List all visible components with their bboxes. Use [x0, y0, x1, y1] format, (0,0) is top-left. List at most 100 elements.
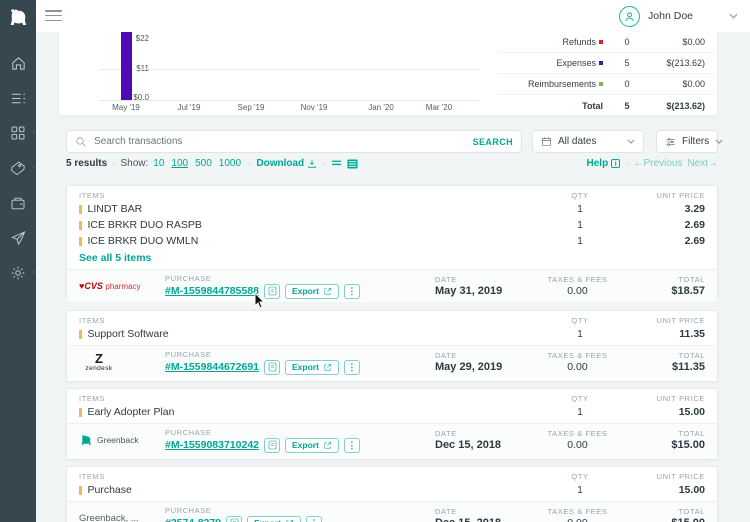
download-button[interactable]: Download — [256, 158, 317, 169]
filters-button[interactable]: Filters — [656, 130, 723, 153]
export-button[interactable]: Export — [285, 359, 339, 375]
expenses-bar-chart: $22 $11 $0.0 May '19 Jul '19 Sep '19 Nov… — [59, 32, 489, 116]
taxes-column-header: TAXES & FEES — [547, 275, 608, 284]
zendesk-mark-icon: Z — [95, 350, 103, 366]
date-column-header: DATE — [435, 507, 457, 516]
item-qty: 1 — [577, 406, 583, 418]
item-marker — [79, 485, 82, 495]
date-filter-select[interactable]: All dates — [532, 130, 644, 153]
summary-label: Refunds — [562, 37, 596, 47]
receipt-button[interactable] — [264, 283, 280, 299]
purchase-total: $18.57 — [671, 285, 705, 297]
purchase-column-header: PURCHASE — [165, 427, 212, 437]
arrow-left-icon: ← — [633, 158, 644, 169]
purchase-id-link[interactable]: #M-1559083710242 — [165, 439, 259, 451]
external-link-icon — [286, 519, 293, 522]
items-header-row: ITEMS QTY UNIT PRICE — [67, 389, 717, 404]
see-all-items-link[interactable]: See all 5 items — [79, 252, 152, 264]
sidebar-item-tags[interactable]: › — [0, 157, 36, 179]
sidebar-item-wallet[interactable] — [0, 192, 36, 214]
next-label: Next — [687, 158, 708, 169]
show-option-1000[interactable]: 1000 — [218, 158, 242, 169]
sidebar-item-transactions[interactable] — [0, 87, 36, 109]
sidebar-nav: › › › — [0, 52, 36, 284]
more-actions-button[interactable]: ⋮ — [343, 437, 360, 453]
x-axis-tick: Nov '19 — [300, 103, 328, 112]
arrow-right-icon: → — [708, 158, 718, 169]
item-unit-price: 2.69 — [684, 219, 705, 231]
results-count: 5 results — [66, 158, 108, 169]
tag-icon — [11, 161, 25, 176]
item-unit-price: 11.35 — [679, 328, 705, 340]
dense-view-toggle[interactable] — [347, 158, 358, 169]
user-menu[interactable]: John Doe — [619, 4, 738, 28]
y-axis-tick: $22 — [135, 34, 149, 43]
total-column-header: TOTAL — [678, 275, 705, 284]
chevron-down-icon — [715, 139, 723, 144]
separator: · — [322, 158, 326, 169]
chevron-right-icon: › — [32, 129, 35, 136]
x-axis-tick: Jan '20 — [368, 103, 394, 112]
purchase-total: $11.35 — [671, 361, 705, 373]
sliders-icon — [666, 137, 675, 146]
item-qty: 1 — [577, 203, 583, 215]
x-axis-tick: Jul '19 — [177, 103, 201, 112]
qty-column-header: QTY — [571, 394, 589, 403]
brand-logo-bear-icon[interactable] — [0, 0, 36, 34]
receipt-button[interactable] — [264, 359, 280, 375]
show-option-100[interactable]: 100 — [171, 158, 189, 169]
summary-amount: $0.00 — [682, 79, 705, 89]
export-button[interactable]: Export — [247, 515, 301, 522]
purchase-column-header: PURCHASE — [165, 349, 212, 359]
more-actions-button[interactable]: ⋮ — [305, 515, 322, 522]
show-option-500[interactable]: 500 — [195, 158, 212, 169]
receipt-icon — [230, 518, 238, 522]
export-button[interactable]: Export — [285, 437, 339, 453]
item-marker — [79, 329, 82, 339]
export-button[interactable]: Export — [285, 283, 339, 299]
item-name: LINDT BAR — [87, 203, 143, 215]
download-label: Download — [256, 158, 305, 169]
item-qty: 1 — [577, 328, 583, 340]
bar-expenses-may19[interactable] — [121, 32, 132, 100]
unit-price-column-header: UNIT PRICE — [656, 394, 705, 403]
sidebar-item-settings[interactable]: › — [0, 262, 36, 284]
sidebar-item-apps[interactable]: › — [0, 122, 36, 144]
items-column-header: ITEMS — [79, 316, 105, 325]
separator: · — [248, 158, 252, 169]
help-link[interactable]: Help i — [587, 158, 621, 169]
search-button[interactable]: SEARCH — [472, 136, 513, 147]
more-actions-button[interactable]: ⋮ — [343, 283, 360, 299]
external-link-icon — [324, 441, 331, 448]
hamburger-menu-icon[interactable] — [45, 10, 62, 22]
user-name: John Doe — [648, 10, 693, 22]
show-option-10[interactable]: 10 — [153, 158, 165, 169]
gridline — [99, 69, 479, 70]
receipt-button[interactable] — [226, 515, 243, 522]
sidebar-item-send[interactable] — [0, 227, 36, 249]
item-name: Support Software — [87, 328, 169, 340]
gear-icon — [11, 266, 25, 280]
previous-page-button[interactable]: ←Previous — [634, 158, 683, 169]
search-input[interactable] — [94, 136, 473, 147]
receipt-button[interactable] — [264, 437, 280, 453]
sidebar-item-home[interactable] — [0, 52, 36, 74]
x-axis-tick: Mar '20 — [425, 103, 453, 112]
date-column-header: DATE — [435, 351, 457, 360]
purchase-id-link[interactable]: #M-1559844672691 — [165, 361, 259, 373]
avatar — [619, 5, 641, 27]
date-column-header: DATE — [435, 275, 457, 284]
export-label: Export — [292, 362, 319, 372]
x-axis-tick: Sep '19 — [237, 103, 265, 112]
receipt-icon — [268, 286, 276, 296]
purchase-id-link[interactable]: #2574-8279 — [165, 517, 221, 522]
purchase-row: Greenback, ... PURCHASE #2574-8279 Expor… — [67, 501, 717, 522]
next-page-button[interactable]: Next→ — [687, 158, 718, 169]
items-header-row: ITEMS QTY UNIT PRICE — [67, 311, 717, 326]
list-view-toggle[interactable] — [331, 159, 342, 168]
purchase-id-link[interactable]: #M-1559844785588 — [165, 285, 259, 297]
summary-row-reimbursements: Reimbursements 0 $0.00 — [497, 74, 715, 95]
expenses-legend-marker — [599, 61, 603, 65]
more-actions-button[interactable]: ⋮ — [343, 359, 360, 375]
